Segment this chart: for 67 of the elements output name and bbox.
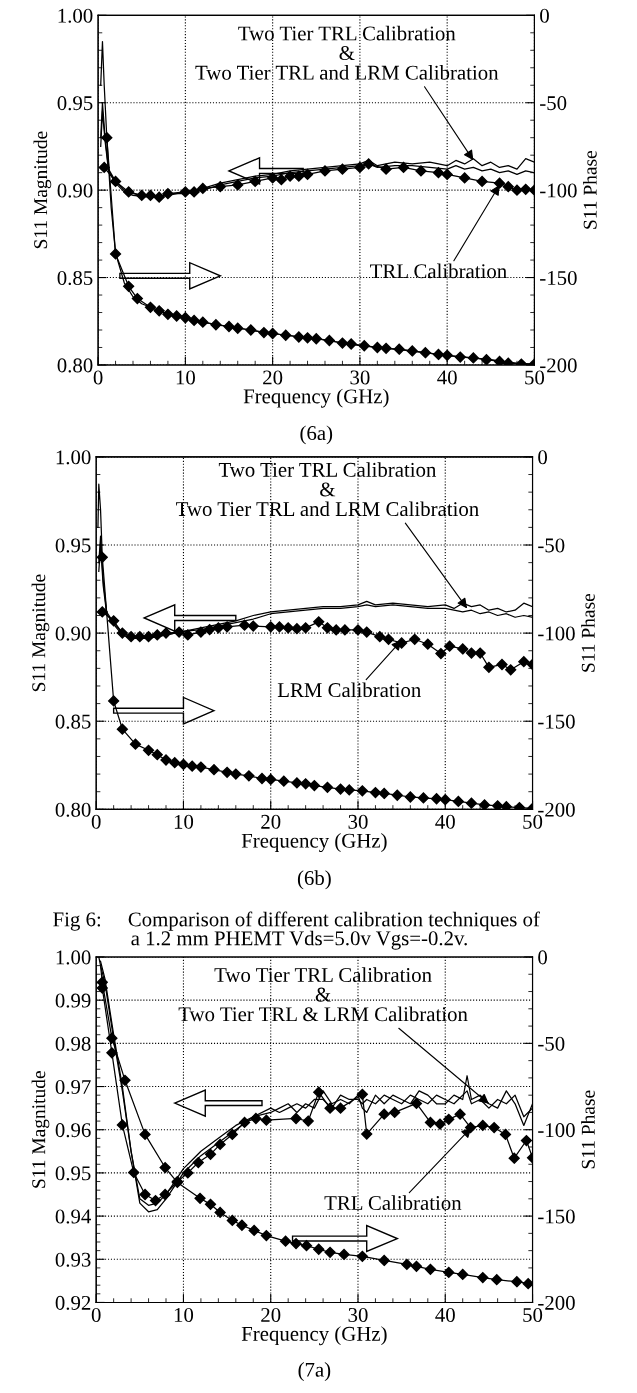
x-tick-label: 20 [263,370,283,385]
y-tick-label: 1.00 [58,8,93,23]
annotation: TRL Calibration [324,1195,462,1211]
x-tick-label: 10 [176,370,195,385]
x-tick-label: 20 [261,814,281,829]
annotation: Two Tier TRL Calibration & Two Tier TRL and LRM Calibration [176,462,479,517]
y2-tick-label: 0 [540,8,549,23]
y2-tick-label: -100 [538,626,575,641]
y-tick-label: 1.00 [56,950,91,965]
y-tick-label: 0.85 [55,714,91,729]
x-tick-label: 20 [261,1307,281,1322]
y-axis-title: S11 Magnitude [33,131,52,249]
y2-tick-label: -50 [540,96,567,111]
text: (7a) [298,1362,331,1381]
y2-tick-label: -150 [540,270,577,285]
x-axis-title: Frequency (GHz) [241,833,387,853]
y2-axis-title: S11 Phase [581,593,595,672]
x-axis-title: Frequency (GHz) [241,1326,387,1346]
annotation: Two Tier TRL Calibration & Two Tier TRL and LRM Calibration [195,25,499,80]
y-tick-label: 0.85 [57,270,93,286]
y-tick-label: 0.92 [55,1295,91,1310]
x-tick-label: 30 [348,814,368,829]
y-tick-label: 0.80 [57,358,93,373]
x-tick-label: 0 [91,1307,101,1322]
x-tick-label: 30 [348,1307,368,1322]
x-tick-label: 10 [174,814,194,829]
x-tick-label: 0 [91,814,101,829]
y-axis-title: S11 Magnitude [31,574,50,692]
y2-axis-title: S11 Phase [583,150,597,229]
y2-tick-label: -100 [540,183,577,198]
y-tick-label: 0.97 [55,1079,91,1095]
x-tick-label: 40 [437,370,457,385]
y2-tick-label: -200 [538,1295,575,1310]
y-tick-label: 0.98 [55,1036,91,1051]
y-tick-label: 0.95 [57,96,93,111]
y-tick-label: 0.90 [57,183,93,198]
y-tick-label: 0.90 [55,626,91,641]
x-tick-label: 40 [435,1307,455,1322]
annotation: TRL Calibration [370,263,507,279]
y2-tick-label: -50 [538,538,565,553]
text: (6b) [297,870,331,890]
y-tick-label: 0.93 [55,1252,91,1267]
x-tick-label: 10 [174,1307,194,1322]
y-tick-label: 1.00 [56,450,91,465]
y-tick-label: 0.96 [55,1123,91,1138]
caption: Fig 6: Comparison of different calibration techniques of a 1.2 mm PHEMT Vds=5.0v Vgs=-0.2v. [53,911,540,950]
y2-tick-label: -150 [538,714,575,729]
y-tick-label: 0.99 [55,993,91,1008]
x-tick-label: 30 [350,370,370,385]
x-tick-label: 50 [523,1307,543,1322]
y2-tick-label: -50 [538,1036,565,1051]
x-tick-label: 0 [93,370,103,385]
y2-tick-label: -150 [538,1209,575,1224]
annotation: Two Tier TRL Calibration & Two Tier TRL & LRM Calibration [178,967,468,1022]
y2-tick-label: -100 [538,1123,575,1138]
y2-tick-label: 0 [538,950,548,965]
y2-axis-title: S11 Phase [581,1090,595,1169]
y-tick-label: 0.95 [55,538,91,553]
y2-tick-label: 0 [538,450,548,465]
y-tick-label: 0.80 [55,802,91,817]
y-axis-title: S11 Magnitude [31,1071,50,1188]
x-tick-label: 40 [435,814,455,829]
y-tick-label: 0.95 [55,1166,91,1181]
y-tick-label: 0.94 [55,1209,91,1224]
text: (6a) [300,425,333,445]
annotation: LRM Calibration [277,682,421,698]
x-axis-title: Frequency (GHz) [243,388,389,408]
